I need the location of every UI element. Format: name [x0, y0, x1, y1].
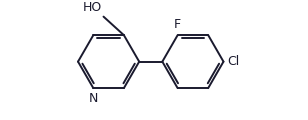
Text: N: N	[89, 92, 98, 105]
Text: HO: HO	[83, 1, 102, 14]
Text: Cl: Cl	[227, 55, 239, 68]
Text: F: F	[174, 18, 181, 30]
